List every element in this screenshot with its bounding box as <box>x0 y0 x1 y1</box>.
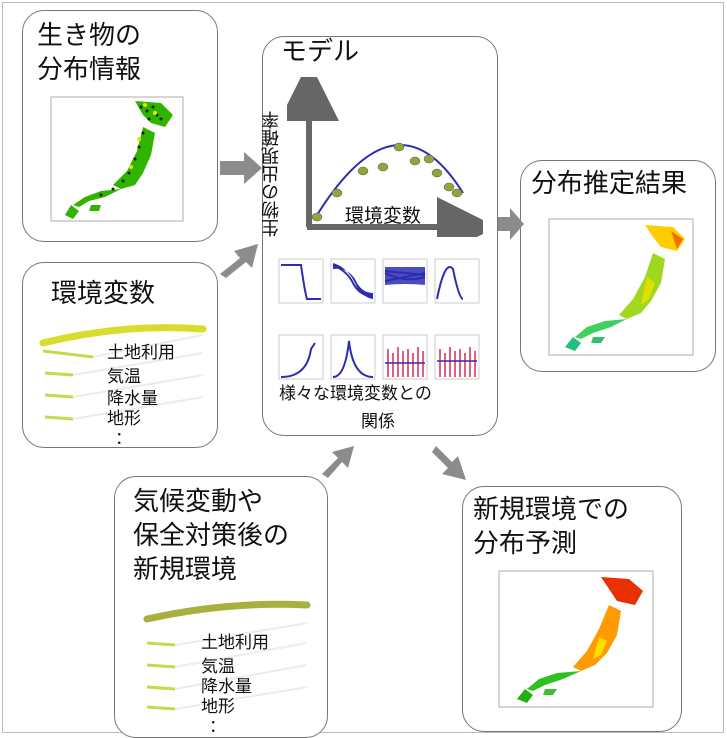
model-title: モデル <box>281 37 360 67</box>
prediction-box: 新規環境での 分布予測 <box>462 486 682 732</box>
model-caption-line2: 関係 <box>361 412 395 432</box>
prediction-title-line2: 分布予測 <box>473 529 578 559</box>
env-item-temperature: 気温 <box>107 367 141 387</box>
model-response-plot <box>287 77 483 237</box>
arrow-model-to-prediction <box>432 446 466 480</box>
future-env-title-line3: 新規環境 <box>133 555 238 585</box>
future-env-title-line1: 気候変動や <box>133 487 264 517</box>
result-map <box>548 218 694 356</box>
env-item-more: ： <box>115 429 132 449</box>
occurrence-box: 生き物の 分布情報 <box>22 10 218 242</box>
occurrence-map <box>50 96 184 222</box>
env-item-precipitation: 降水量 <box>107 389 158 409</box>
future-env-box: 気候変動や 保全対策後の 新規環境 土地利用 気温 降水量 地形 ： <box>114 476 328 738</box>
env-layers-graphic <box>39 324 207 421</box>
arrow-future-env-to-model <box>322 446 354 478</box>
future-env-item-land-use: 土地利用 <box>201 633 269 653</box>
occurrence-title-line1: 生き物の <box>37 21 142 51</box>
prediction-map <box>498 570 654 708</box>
result-title: 分布推定結果 <box>531 169 688 199</box>
env-box: 環境変数 土地利用 気温 降水量 地形 ： <box>22 262 218 449</box>
env-item-land-use: 土地利用 <box>107 343 175 363</box>
prediction-title-line1: 新規環境での <box>473 495 630 525</box>
future-env-item-temperature: 気温 <box>201 657 235 677</box>
model-xlabel: 環境変数 <box>345 205 422 227</box>
model-small-curves <box>278 258 480 380</box>
result-box: 分布推定結果 <box>520 160 716 372</box>
future-env-title-line2: 保全対策後の <box>133 521 290 551</box>
env-title: 環境変数 <box>51 279 156 309</box>
model-caption-line1: 様々な環境変数との <box>279 384 432 404</box>
model-box: モデル 生物の出現確率 環境変数 <box>261 36 498 436</box>
arrow-occurrence-to-model <box>220 152 262 184</box>
future-env-layers-graphic <box>143 600 311 711</box>
future-env-item-precipitation: 降水量 <box>201 677 252 697</box>
occurrence-title-line2: 分布情報 <box>37 55 142 85</box>
env-item-topography: 地形 <box>107 409 141 429</box>
arrow-model-to-result <box>498 208 524 240</box>
arrow-env-to-model <box>220 244 258 278</box>
future-env-item-topography: 地形 <box>201 697 235 717</box>
future-env-item-more: ： <box>209 717 226 737</box>
